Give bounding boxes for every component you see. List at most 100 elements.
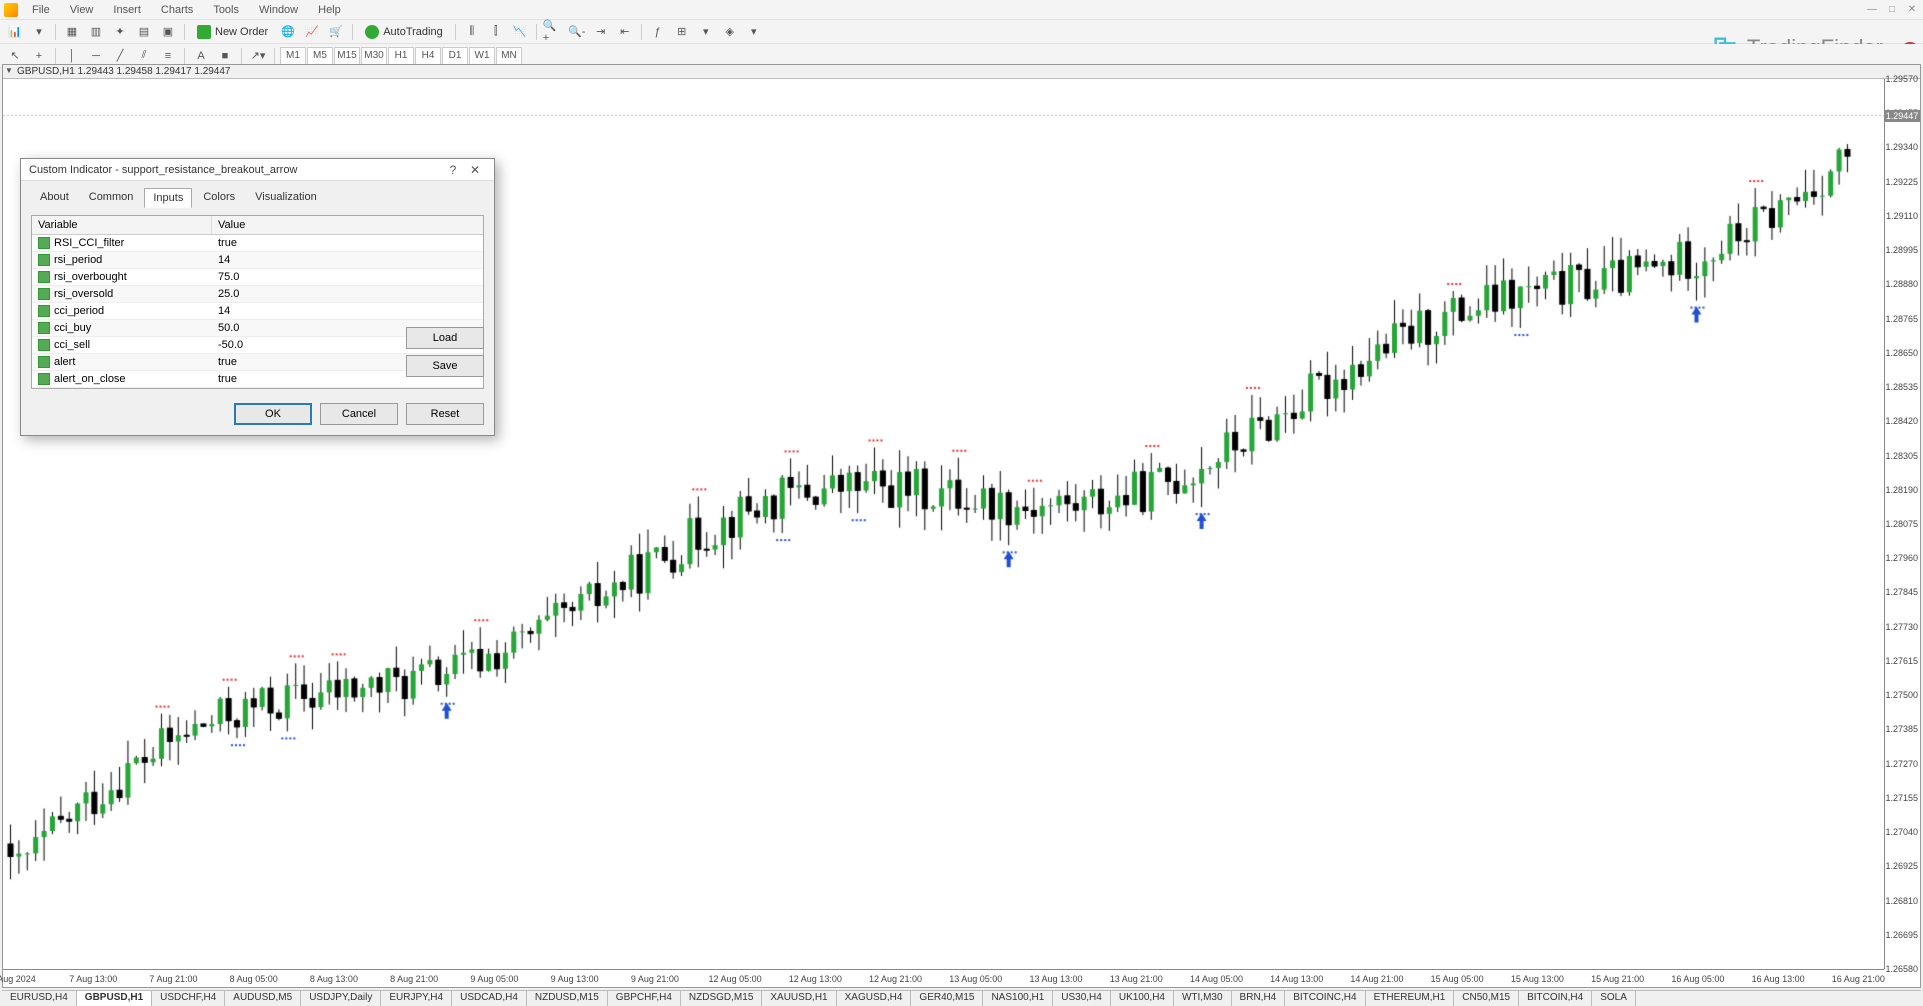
chart-tab[interactable]: GBPUSD,H1 (77, 991, 152, 1006)
arrows-icon[interactable]: ↗▾ (247, 46, 269, 66)
hline-icon[interactable]: ─ (85, 46, 107, 66)
menu-help[interactable]: Help (308, 2, 351, 18)
timeframe-M15[interactable]: M15 (334, 47, 360, 65)
chart-tab[interactable]: GER40,M15 (911, 991, 983, 1006)
timeframe-H1[interactable]: H1 (388, 47, 414, 65)
new-chart-icon[interactable]: 📊 (4, 22, 26, 42)
chart-tab[interactable]: EURJPY,H4 (381, 991, 452, 1006)
time-axis: 7 Aug 20247 Aug 13:007 Aug 21:008 Aug 05… (3, 969, 1884, 987)
drawings-icon[interactable]: ▾ (743, 22, 765, 42)
timeframe-MN[interactable]: MN (496, 47, 522, 65)
chart-tab[interactable]: NAS100,H1 (983, 991, 1053, 1006)
chart-tab[interactable]: BRN,H4 (1232, 991, 1286, 1006)
chart-tab[interactable]: XAGUSD,H4 (837, 991, 912, 1006)
chart-tab[interactable]: US30,H4 (1053, 991, 1111, 1006)
input-row[interactable]: RSI_CCI_filtertrue (32, 235, 483, 252)
chart-tab[interactable]: BITCOIN,H4 (1519, 991, 1592, 1006)
periods-icon[interactable]: ⊞ (671, 22, 693, 42)
vline-icon[interactable]: │ (61, 46, 83, 66)
price-axis: 1.295701.294551.293401.292251.291101.289… (1884, 79, 1920, 969)
minimize-icon[interactable]: — (1865, 2, 1879, 16)
tab-colors[interactable]: Colors (194, 187, 244, 207)
templates-icon[interactable]: ▾ (695, 22, 717, 42)
chart-tab[interactable]: GBPCHF,H4 (608, 991, 681, 1006)
signals-icon[interactable]: 📈 (301, 22, 323, 42)
chart-tab[interactable]: WTI,M30 (1174, 991, 1232, 1006)
tab-inputs[interactable]: Inputs (144, 188, 192, 208)
load-button[interactable]: Load (406, 327, 484, 349)
text-icon[interactable]: A (190, 46, 212, 66)
col-variable: Variable (32, 216, 212, 234)
reset-button[interactable]: Reset (406, 403, 484, 425)
chart-tab[interactable]: XAUUSD,H1 (762, 991, 836, 1006)
input-row[interactable]: rsi_oversold25.0 (32, 286, 483, 303)
bar-chart-icon[interactable]: ⫼ (461, 22, 483, 42)
autotrading-button[interactable]: AutoTrading (358, 22, 450, 42)
chart-tab[interactable]: USDJPY,Daily (301, 991, 381, 1006)
timeframe-M5[interactable]: M5 (307, 47, 333, 65)
auto-scroll-icon[interactable]: ⇥ (590, 22, 612, 42)
tab-common[interactable]: Common (80, 187, 143, 207)
input-row[interactable]: rsi_overbought75.0 (32, 269, 483, 286)
maximize-icon[interactable]: □ (1885, 2, 1899, 16)
close-icon[interactable]: ✕ (1905, 2, 1919, 16)
menu-file[interactable]: File (22, 2, 60, 18)
equidistant-icon[interactable]: ⫽ (133, 46, 155, 66)
label-icon[interactable]: ■ (214, 46, 236, 66)
chart-tabs: EURUSD,H4GBPUSD,H1USDCHF,H4AUDUSD,M5USDJ… (2, 990, 1921, 1006)
profiles-icon[interactable]: ▾ (28, 22, 50, 42)
terminal-icon[interactable]: ▤ (133, 22, 155, 42)
cursor-icon[interactable]: ↖ (4, 46, 26, 66)
chart-tab[interactable]: EURUSD,H4 (2, 991, 77, 1006)
market-icon[interactable]: 🛒 (325, 22, 347, 42)
strategy-tester-icon[interactable]: ▣ (157, 22, 179, 42)
objects-icon[interactable]: ◈ (719, 22, 741, 42)
chart-tab[interactable]: CN50,M15 (1454, 991, 1519, 1006)
dialog-close-icon[interactable]: ✕ (464, 163, 486, 177)
chart-shift-icon[interactable]: ⇤ (614, 22, 636, 42)
crosshair-icon[interactable]: + (28, 46, 50, 66)
ok-button[interactable]: OK (234, 403, 312, 425)
input-row[interactable]: rsi_period14 (32, 252, 483, 269)
navigator-icon[interactable]: ✦ (109, 22, 131, 42)
new-order-button[interactable]: New Order (190, 22, 275, 42)
chart-tab[interactable]: BITCOINC,H4 (1285, 991, 1365, 1006)
cancel-button[interactable]: Cancel (320, 403, 398, 425)
chart-tab[interactable]: AUDUSD,M5 (225, 991, 301, 1006)
timeframe-M1[interactable]: M1 (280, 47, 306, 65)
zoom-in-icon[interactable]: 🔍+ (542, 22, 564, 42)
line-chart-icon[interactable]: 📉 (509, 22, 531, 42)
trendline-icon[interactable]: ╱ (109, 46, 131, 66)
chart-tab[interactable]: USDCAD,H4 (452, 991, 527, 1006)
market-watch-icon[interactable]: ▦ (61, 22, 83, 42)
zoom-out-icon[interactable]: 🔍- (566, 22, 588, 42)
data-window-icon[interactable]: ▥ (85, 22, 107, 42)
indicators-icon[interactable]: ƒ (647, 22, 669, 42)
menu-tools[interactable]: Tools (203, 2, 249, 18)
timeframe-D1[interactable]: D1 (442, 47, 468, 65)
dialog-help-icon[interactable]: ? (442, 163, 464, 177)
chart-tab[interactable]: UK100,H4 (1111, 991, 1174, 1006)
menu-insert[interactable]: Insert (103, 2, 151, 18)
chart-tab[interactable]: USDCHF,H4 (152, 991, 225, 1006)
chart-tab[interactable]: SOLA (1592, 991, 1636, 1006)
save-button[interactable]: Save (406, 355, 484, 377)
candle-chart-icon[interactable]: ⫿ (485, 22, 507, 42)
tab-about[interactable]: About (31, 187, 78, 207)
timeframe-H4[interactable]: H4 (415, 47, 441, 65)
chart-tab[interactable]: ETHEREUM,H1 (1366, 991, 1455, 1006)
menu-charts[interactable]: Charts (151, 2, 203, 18)
metaquotes-icon[interactable]: 🌐 (277, 22, 299, 42)
fibo-icon[interactable]: ≡ (157, 46, 179, 66)
app-icon (4, 3, 18, 17)
menu-view[interactable]: View (60, 2, 104, 18)
dialog-title-text: Custom Indicator - support_resistance_br… (29, 164, 297, 176)
tab-visualization[interactable]: Visualization (246, 187, 326, 207)
col-value: Value (212, 216, 483, 234)
chart-tab[interactable]: NZDSGD,M15 (681, 991, 762, 1006)
timeframe-M30[interactable]: M30 (361, 47, 387, 65)
menu-window[interactable]: Window (249, 2, 308, 18)
chart-tab[interactable]: NZDUSD,M15 (527, 991, 608, 1006)
timeframe-W1[interactable]: W1 (469, 47, 495, 65)
input-row[interactable]: cci_period14 (32, 303, 483, 320)
